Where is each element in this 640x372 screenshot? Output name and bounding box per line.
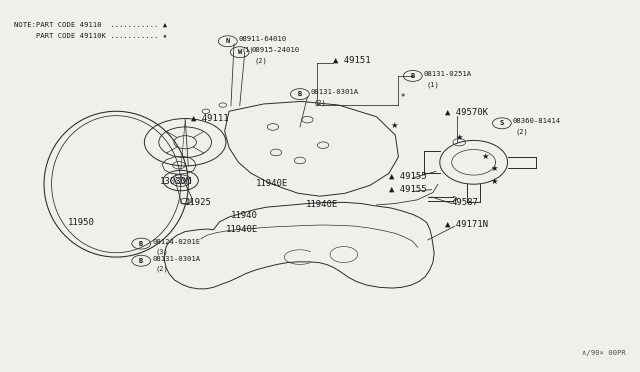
Text: (1): (1)	[242, 46, 254, 53]
Text: ▲ 49171N: ▲ 49171N	[445, 220, 488, 229]
Text: N: N	[226, 38, 230, 44]
Text: ▲ 49151: ▲ 49151	[333, 56, 370, 65]
Text: B: B	[298, 91, 302, 97]
Text: B: B	[139, 258, 143, 264]
Text: ★: ★	[491, 177, 498, 186]
Text: B: B	[411, 73, 415, 79]
Text: PART CODE 49110K ........... ★: PART CODE 49110K ........... ★	[14, 33, 167, 39]
Text: W: W	[237, 49, 242, 55]
Text: (2): (2)	[156, 266, 168, 272]
Text: ★: ★	[390, 121, 397, 129]
Text: ★: ★	[491, 164, 498, 173]
Text: 08131-0251A: 08131-0251A	[424, 71, 472, 77]
Text: ▲ 49155: ▲ 49155	[389, 185, 427, 194]
Text: 08360-81414: 08360-81414	[513, 118, 561, 125]
Text: 11950: 11950	[68, 218, 95, 227]
Text: 08911-64010: 08911-64010	[239, 36, 287, 42]
Text: ★: ★	[481, 152, 489, 161]
Text: ▲ 49111: ▲ 49111	[191, 114, 229, 123]
Text: 08915-24010: 08915-24010	[251, 47, 299, 54]
Text: *: *	[401, 93, 405, 102]
Text: (2): (2)	[314, 99, 326, 106]
Text: S: S	[500, 120, 504, 126]
Text: 11940E: 11940E	[306, 201, 339, 209]
Text: (3): (3)	[156, 249, 168, 255]
Text: 49587: 49587	[452, 198, 479, 207]
Text: NOTE:PART CODE 49110  ........... ▲: NOTE:PART CODE 49110 ........... ▲	[14, 22, 167, 28]
Text: 11940E: 11940E	[226, 225, 258, 234]
Text: 11940: 11940	[231, 211, 258, 220]
Text: 11925: 11925	[185, 198, 212, 207]
Text: 13030M: 13030M	[160, 177, 192, 186]
Text: (2): (2)	[516, 128, 529, 135]
Text: ∧/90× 00PR: ∧/90× 00PR	[582, 350, 626, 356]
Text: 11940E: 11940E	[256, 179, 288, 187]
Text: ▲ 49155: ▲ 49155	[389, 171, 427, 180]
Text: B: B	[139, 241, 143, 247]
Text: (1): (1)	[427, 81, 440, 87]
Text: ★: ★	[456, 134, 463, 142]
Text: 08124-0201E: 08124-0201E	[152, 239, 201, 245]
Text: ▲ 49570K: ▲ 49570K	[445, 108, 488, 117]
Text: 08131-0301A: 08131-0301A	[152, 256, 201, 262]
Text: (2): (2)	[254, 57, 267, 64]
Text: 08131-0301A: 08131-0301A	[310, 89, 358, 95]
